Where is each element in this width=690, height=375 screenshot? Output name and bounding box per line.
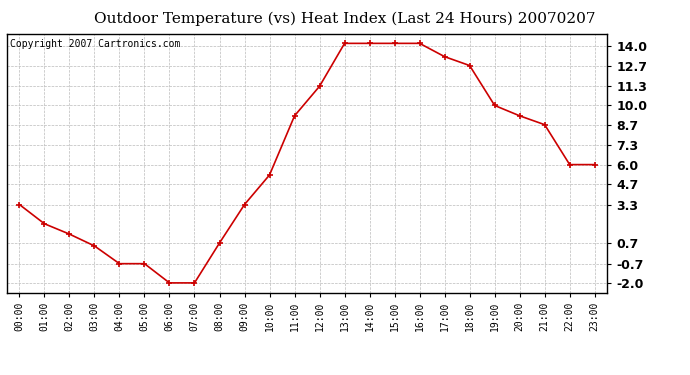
Text: Outdoor Temperature (vs) Heat Index (Last 24 Hours) 20070207: Outdoor Temperature (vs) Heat Index (Las… (95, 11, 595, 26)
Text: Copyright 2007 Cartronics.com: Copyright 2007 Cartronics.com (10, 39, 180, 49)
